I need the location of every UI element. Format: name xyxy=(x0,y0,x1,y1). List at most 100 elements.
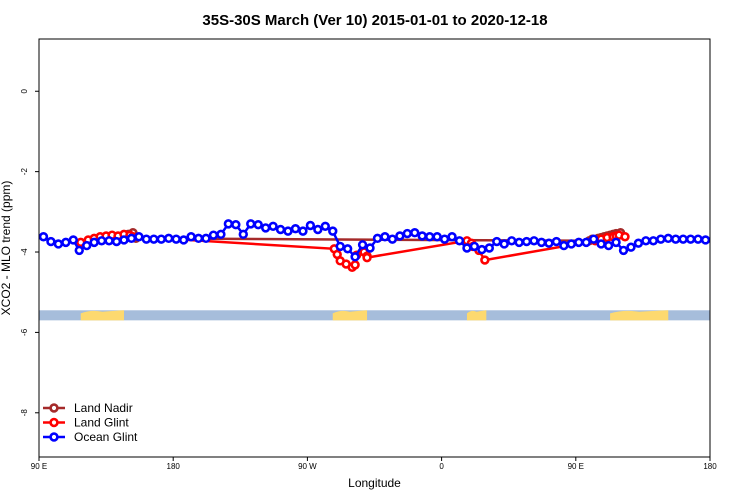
ocean-glint-point xyxy=(469,241,480,252)
ocean-glint-point xyxy=(454,236,465,246)
ocean-glint-point xyxy=(506,236,517,246)
chart-title: 35S-30S March (Ver 10) 2015-01-01 to 202… xyxy=(202,12,547,29)
ocean-glint-point xyxy=(581,237,591,248)
ocean-glint-point xyxy=(320,221,330,231)
ocean-glint-point xyxy=(46,236,56,247)
ocean-glint-point xyxy=(126,233,137,244)
legend-item-land-glint: Land Glint xyxy=(43,416,129,430)
series-layer xyxy=(38,219,711,272)
ocean-glint-point xyxy=(119,235,129,245)
ocean-glint-point xyxy=(536,237,547,248)
ocean-glint-point xyxy=(68,235,78,245)
legend-marker xyxy=(49,403,59,413)
ocean-glint-point xyxy=(208,230,219,240)
ocean-glint-point xyxy=(685,234,696,244)
legend-label: Land Nadir xyxy=(74,401,133,415)
ocean-glint-point xyxy=(38,232,49,242)
ocean-glint-point xyxy=(447,232,457,242)
ocean-glint-point xyxy=(149,234,159,244)
ocean-glint-point xyxy=(514,237,524,248)
ocean-glint-point xyxy=(671,234,681,244)
x-tick-label: 90 E xyxy=(31,462,47,471)
land-mass-3 xyxy=(466,310,487,321)
y-tick-label: -8 xyxy=(20,409,29,417)
ocean-glint-point xyxy=(633,238,644,248)
ocean-glint-point xyxy=(164,233,174,244)
ocean-glint-point xyxy=(231,219,241,230)
x-axis: 90 E 180 90 W 0 90 E 180 xyxy=(31,457,717,471)
ocean-glint-point xyxy=(417,231,427,241)
ocean-glint-point xyxy=(544,238,554,248)
ocean-glint-point xyxy=(350,252,360,262)
land-glint-point xyxy=(480,255,490,265)
land-mass-4 xyxy=(610,310,669,321)
ocean-glint-point xyxy=(641,236,651,246)
ocean-glint-point xyxy=(283,226,293,236)
ocean-glint-point xyxy=(335,241,345,252)
ocean-glint-point xyxy=(253,219,263,230)
ocean-glint-point xyxy=(171,234,181,244)
ocean-glint-point xyxy=(313,224,323,235)
x-tick-label: 90 W xyxy=(298,462,317,471)
ocean-glint-point xyxy=(656,234,666,244)
ocean-glint-point xyxy=(499,239,509,249)
ocean-glint-point xyxy=(626,242,636,252)
ocean-glint-point xyxy=(365,243,375,253)
ocean-glint-point xyxy=(678,234,688,244)
land-mass-2 xyxy=(332,310,368,321)
legend-label: Land Glint xyxy=(74,416,129,430)
ocean-glint-point xyxy=(96,236,107,246)
ocean-glint-point xyxy=(61,237,71,248)
ocean-glint-point xyxy=(596,239,606,249)
ocean-glint-point xyxy=(700,235,711,245)
ocean-glint-point xyxy=(357,240,368,250)
ocean-glint-point xyxy=(104,236,114,246)
ocean-glint-point xyxy=(432,232,442,242)
y-axis: 0 -2 -4 -6 -8 xyxy=(20,88,39,416)
ocean-glint-point xyxy=(462,243,472,253)
ocean-glint-point xyxy=(380,232,390,242)
ocean-glint-point xyxy=(82,240,92,251)
ocean-glint-point xyxy=(372,233,383,244)
ocean-glint-point xyxy=(663,233,673,244)
ocean-glint-point xyxy=(328,226,338,236)
ocean-glint-point xyxy=(193,233,204,244)
ocean-glint-point xyxy=(216,229,226,240)
ocean-glint-point xyxy=(611,237,621,248)
ocean-glint-point xyxy=(439,234,450,244)
land-glint-point xyxy=(620,232,630,242)
x-tick-label: 180 xyxy=(703,462,717,471)
ocean-glint-point xyxy=(290,224,301,234)
ocean-glint-point xyxy=(387,234,398,244)
ocean-glint-point xyxy=(410,228,420,238)
ocean-glint-point xyxy=(223,219,234,229)
ocean-glint-point xyxy=(156,234,166,244)
ocean-glint-point xyxy=(402,228,413,239)
y-tick-label: -4 xyxy=(20,248,29,256)
ocean-glint-point xyxy=(395,231,405,241)
y-tick-label: 0 xyxy=(20,88,29,93)
ocean-glint-point xyxy=(111,236,122,247)
plot-frame xyxy=(38,38,711,458)
land-ocean-strip xyxy=(39,310,710,321)
x-axis-label: Longitude xyxy=(348,476,401,490)
series-ocean-glint xyxy=(38,219,711,262)
ocean-glint-point xyxy=(268,221,278,231)
legend-item-land-nadir: Land Nadir xyxy=(43,401,133,415)
legend-label: Ocean Glint xyxy=(74,430,138,444)
ocean-glint-point xyxy=(201,233,211,244)
ocean-glint-point xyxy=(238,229,248,240)
ocean-glint-point xyxy=(246,219,256,229)
legend-marker xyxy=(49,432,59,442)
ocean-glint-point xyxy=(424,232,435,242)
ocean-glint-point xyxy=(298,226,308,236)
ocean-glint-point xyxy=(260,223,271,233)
ocean-glint-point xyxy=(588,234,599,244)
ocean-glint-point xyxy=(89,237,99,248)
ocean-band xyxy=(39,310,710,321)
ocean-glint-point xyxy=(484,243,495,253)
ocean-glint-point xyxy=(178,235,189,245)
land-glint-point xyxy=(362,252,372,263)
ocean-glint-point xyxy=(618,245,629,256)
ocean-glint-point xyxy=(477,244,487,255)
